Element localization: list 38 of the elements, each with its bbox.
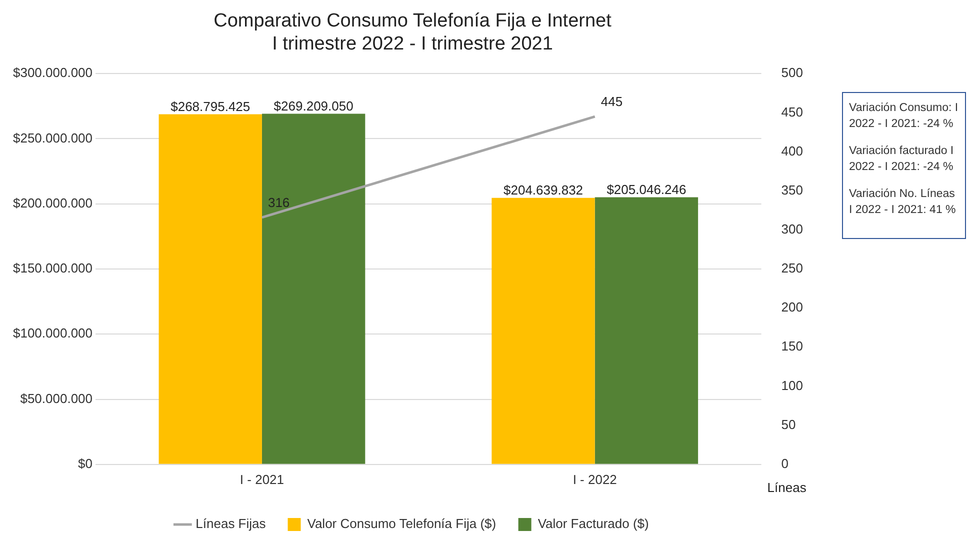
data-label: $205.046.246 <box>606 182 686 197</box>
y2-tick-label: 500 <box>781 65 804 80</box>
y-tick-label: $200.000.000 <box>12 195 93 210</box>
y2-tick-label: 250 <box>781 260 804 276</box>
x-tick-label: I - 2021 <box>240 472 284 487</box>
data-label: 316 <box>268 194 290 210</box>
x-tick-label: I - 2022 <box>572 472 617 487</box>
bar <box>492 198 595 464</box>
y2-tick-label: 200 <box>781 300 804 315</box>
data-label: 445 <box>600 94 623 110</box>
y-tick-label: $150.000.000 <box>12 260 93 276</box>
bar <box>158 114 262 464</box>
y-tick-label: $250.000.000 <box>12 130 93 146</box>
y2-axis-title: Líneas <box>767 480 807 495</box>
data-label: $204.639.832 <box>504 182 584 198</box>
y-tick-label: $300.000.000 <box>12 65 93 80</box>
text: Variación Consumo: I 2022 - I 2021: -24 % <box>849 101 959 132</box>
y2-tick-label: 300 <box>781 222 804 236</box>
legend-label: Líneas Fijas <box>196 516 266 532</box>
y2-tick-label: 50 <box>781 416 796 432</box>
chart-title: Comparativo Consumo Telefonía Fija e Internet I trimestre 2022 - I trimestre 2021 <box>214 10 612 54</box>
y2-tick-label: 0 <box>781 456 789 471</box>
y-tick-label: $0 <box>78 456 93 471</box>
y2-tick-label: 100 <box>781 378 804 393</box>
y2-tick-label: 150 <box>781 338 804 354</box>
bar <box>594 197 698 464</box>
text: Variación No. Líneas I 2022 - I 2021: 41 % <box>849 187 957 218</box>
y-tick-label: $50.000.000 <box>20 390 93 406</box>
legend-label: Valor Facturado ($) <box>538 516 649 532</box>
data-label: $269.209.050 <box>274 98 354 114</box>
y2-tick-label: 450 <box>781 104 804 120</box>
y-tick-label: $100.000.000 <box>12 326 93 341</box>
bar <box>262 114 366 464</box>
text: Variación facturado I 2022 - I 2021: -24 % <box>849 144 955 175</box>
legend-label: Valor Consumo Telefonía Fija ($) <box>307 516 496 532</box>
data-label: $268.795.425 <box>170 98 250 114</box>
y2-tick-label: 400 <box>781 143 804 158</box>
y2-tick-label: 350 <box>781 182 804 198</box>
